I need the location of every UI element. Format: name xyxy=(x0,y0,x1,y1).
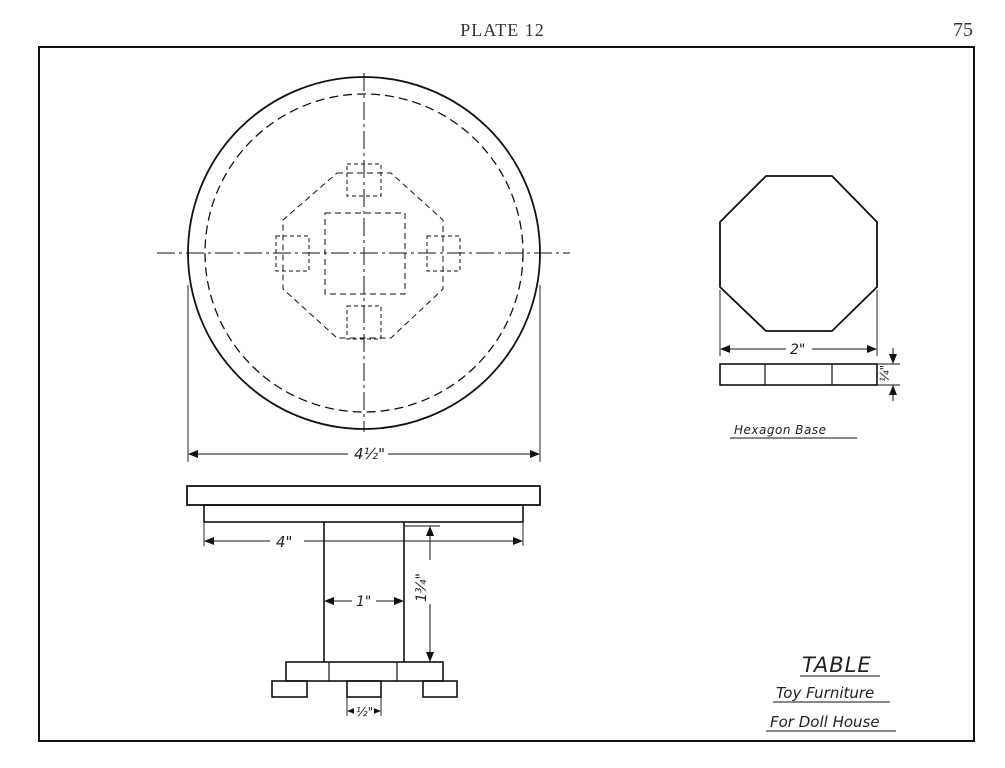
dim-leg-width: 1" xyxy=(356,594,371,610)
hex-base-caption: Hexagon Base xyxy=(734,423,826,437)
title-block-title: TABLE xyxy=(802,653,872,677)
dim-gap xyxy=(354,703,374,719)
dim-gap xyxy=(352,592,376,610)
drawing-border xyxy=(38,46,975,742)
dim-gap xyxy=(421,560,439,604)
dim-top-diameter: 4½" xyxy=(354,445,385,463)
plan-view xyxy=(157,73,570,462)
dim-foot-width: ½" xyxy=(356,705,373,719)
hexagon-base-view xyxy=(719,175,900,401)
dim-gap xyxy=(348,444,388,464)
title-block-line1: Toy Furniture xyxy=(776,684,874,702)
page-number: 75 xyxy=(953,19,973,41)
plate-title: PLATE 12 xyxy=(460,20,545,40)
dim-gap xyxy=(270,532,304,550)
dim-leg-height: 1¾" xyxy=(414,573,430,602)
dim-hex-thickness: ¼" xyxy=(878,365,892,382)
dim-top-under-width: 4" xyxy=(276,533,292,551)
title-block-line2: For Doll House xyxy=(770,713,880,731)
dim-gap xyxy=(786,340,812,358)
dim-hex-width: 2" xyxy=(790,342,805,358)
